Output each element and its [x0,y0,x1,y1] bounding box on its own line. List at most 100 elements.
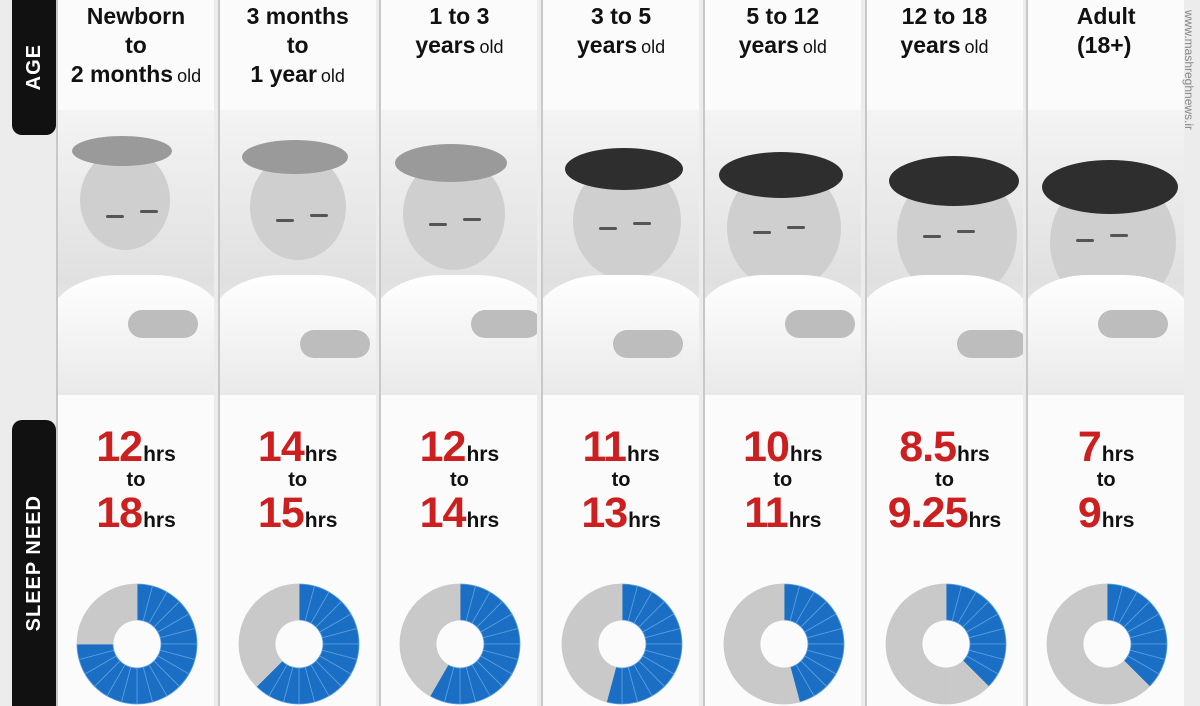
age-column: 5 to 12 years old 10hrs to 11hrs [702,0,861,706]
age-line-3: 2 months [70,61,174,87]
donut-segment-awake [929,583,946,622]
donut-segment-awake [444,583,461,622]
age-suffix: old [320,66,345,86]
sleep-min-hours: 14 [257,423,305,471]
sleep-min-hours: 12 [96,423,143,471]
sleep-max-hours: 18 [96,489,143,537]
sleep-min-hours: 11 [582,423,627,471]
range-to: to [288,469,308,491]
sleep-ratio-donut [723,583,845,705]
age-line-1: 3 to 5 [591,3,652,29]
sleep-hours: 12hrs to 18hrs [58,425,214,535]
age-line-1: 3 months [246,3,349,29]
age-line-1: 12 to 18 [901,3,988,29]
hours-unit: hrs [143,443,176,466]
age-line-2: (18+) [1077,32,1132,58]
sleep-min-hours: 7 [1077,423,1102,471]
sleep-min-hours: 8.5 [899,423,957,471]
sleep-need-label: SLEEP NEED [22,494,45,632]
sleeping-child-photo [543,110,700,395]
sleep-ratio-donut [76,583,198,705]
age-column: 3 months to 1 year old 14hrs to 15hrs [217,0,376,706]
sleep-ratio-donut [399,583,521,705]
donut-segment-awake [120,583,138,622]
age-columns: Newborn to 2 months old 12hrs to 18hrs 3 months… [56,0,1200,706]
sleep-hours: 7hrs to 9hrs [1028,425,1184,535]
range-to: to [935,469,954,491]
age-range: Adult (18+) [1028,2,1184,112]
age-range: 5 to 12 years old [705,2,861,112]
sleep-max-hours: 15 [257,489,305,537]
age-range: 3 to 5 years old [543,2,699,112]
range-to: to [611,469,631,491]
age-range: 1 to 3 years old [381,2,537,112]
age-range: 3 months to 1 year old [220,2,376,112]
sleep-min-hours: 12 [419,423,467,471]
sleeping-boy-photo [704,110,861,395]
age-line-2: to [125,32,147,58]
sleep-max-hours: 9 [1077,489,1102,537]
age-column: Adult (18+) 7hrs to 9hrs [1026,0,1185,706]
range-to: to [773,469,793,491]
hours-unit: hrs [466,443,500,466]
age-line-2: years [738,32,799,58]
age-line-1: 1 to 3 [429,3,490,29]
hours-unit: hrs [304,443,338,466]
range-to: to [1096,469,1116,491]
hours-unit: hrs [143,509,176,532]
hours-unit: hrs [789,443,823,466]
age-line-2: years [415,32,476,58]
age-line-3: 1 year [250,61,317,87]
donut-segment-awake [606,583,623,622]
age-label: AGE [22,44,45,91]
age-column: Newborn to 2 months old 12hrs to 18hrs [56,0,214,706]
age-suffix: old [964,37,989,57]
sleep-ratio-donut [238,583,360,705]
hours-unit: hrs [788,509,822,532]
sleeping-infant-photo [219,110,376,395]
sleeping-newborn-photo [58,110,214,395]
hours-unit: hrs [304,509,338,532]
sleeping-teen-photo [866,110,1023,395]
sleep-max-hours: 11 [744,489,788,537]
sleep-max-hours: 9.25 [887,489,969,537]
hours-unit: hrs [1101,509,1135,532]
sleeping-adult-photo [1028,110,1185,395]
age-suffix: old [177,66,202,86]
hours-unit: hrs [1101,443,1135,466]
range-to: to [126,469,146,491]
age-range: 12 to 18 years old [867,2,1023,112]
range-to: to [449,469,469,491]
age-line-1: 5 to 12 [746,3,820,29]
age-column: 12 to 18 years old 8.5hrs to 9.25hrs [864,0,1023,706]
age-line-1: Adult [1076,3,1136,29]
age-line-1: Newborn [86,3,186,29]
age-suffix: old [479,37,504,57]
sleep-ratio-donut [885,583,1006,705]
donut-segment-awake [282,583,300,622]
donut-segment-awake [1091,583,1108,622]
age-column: 1 to 3 years old 12hrs to 14hrs [379,0,538,706]
age-label-tab: AGE [12,0,56,135]
sleep-min-hours: 10 [743,423,790,471]
sleeping-toddler-photo [381,110,538,395]
age-line-2: to [286,32,309,58]
sleep-hours: 10hrs to 11hrs [705,425,861,535]
sleep-need-label-tab: SLEEP NEED [12,420,56,706]
donut-segment-awake [767,583,785,622]
sleep-max-hours: 13 [581,489,628,537]
sleep-hours: 11hrs to 13hrs [543,425,699,535]
sleep-hours: 8.5hrs to 9.25hrs [867,425,1023,535]
sleep-ratio-donut [561,583,683,705]
hours-unit: hrs [968,509,1002,532]
age-line-2: years [900,32,961,58]
sleep-hours: 14hrs to 15hrs [220,425,376,535]
age-column: 3 to 5 years old 11hrs to 13hrs [541,0,700,706]
hours-unit: hrs [957,443,990,466]
hours-unit: hrs [626,443,660,466]
age-line-2: years [577,32,638,58]
age-suffix: old [641,37,666,57]
age-suffix: old [802,37,827,57]
watermark: www.mashreghnews.ir [1182,10,1196,131]
hours-unit: hrs [466,509,500,532]
